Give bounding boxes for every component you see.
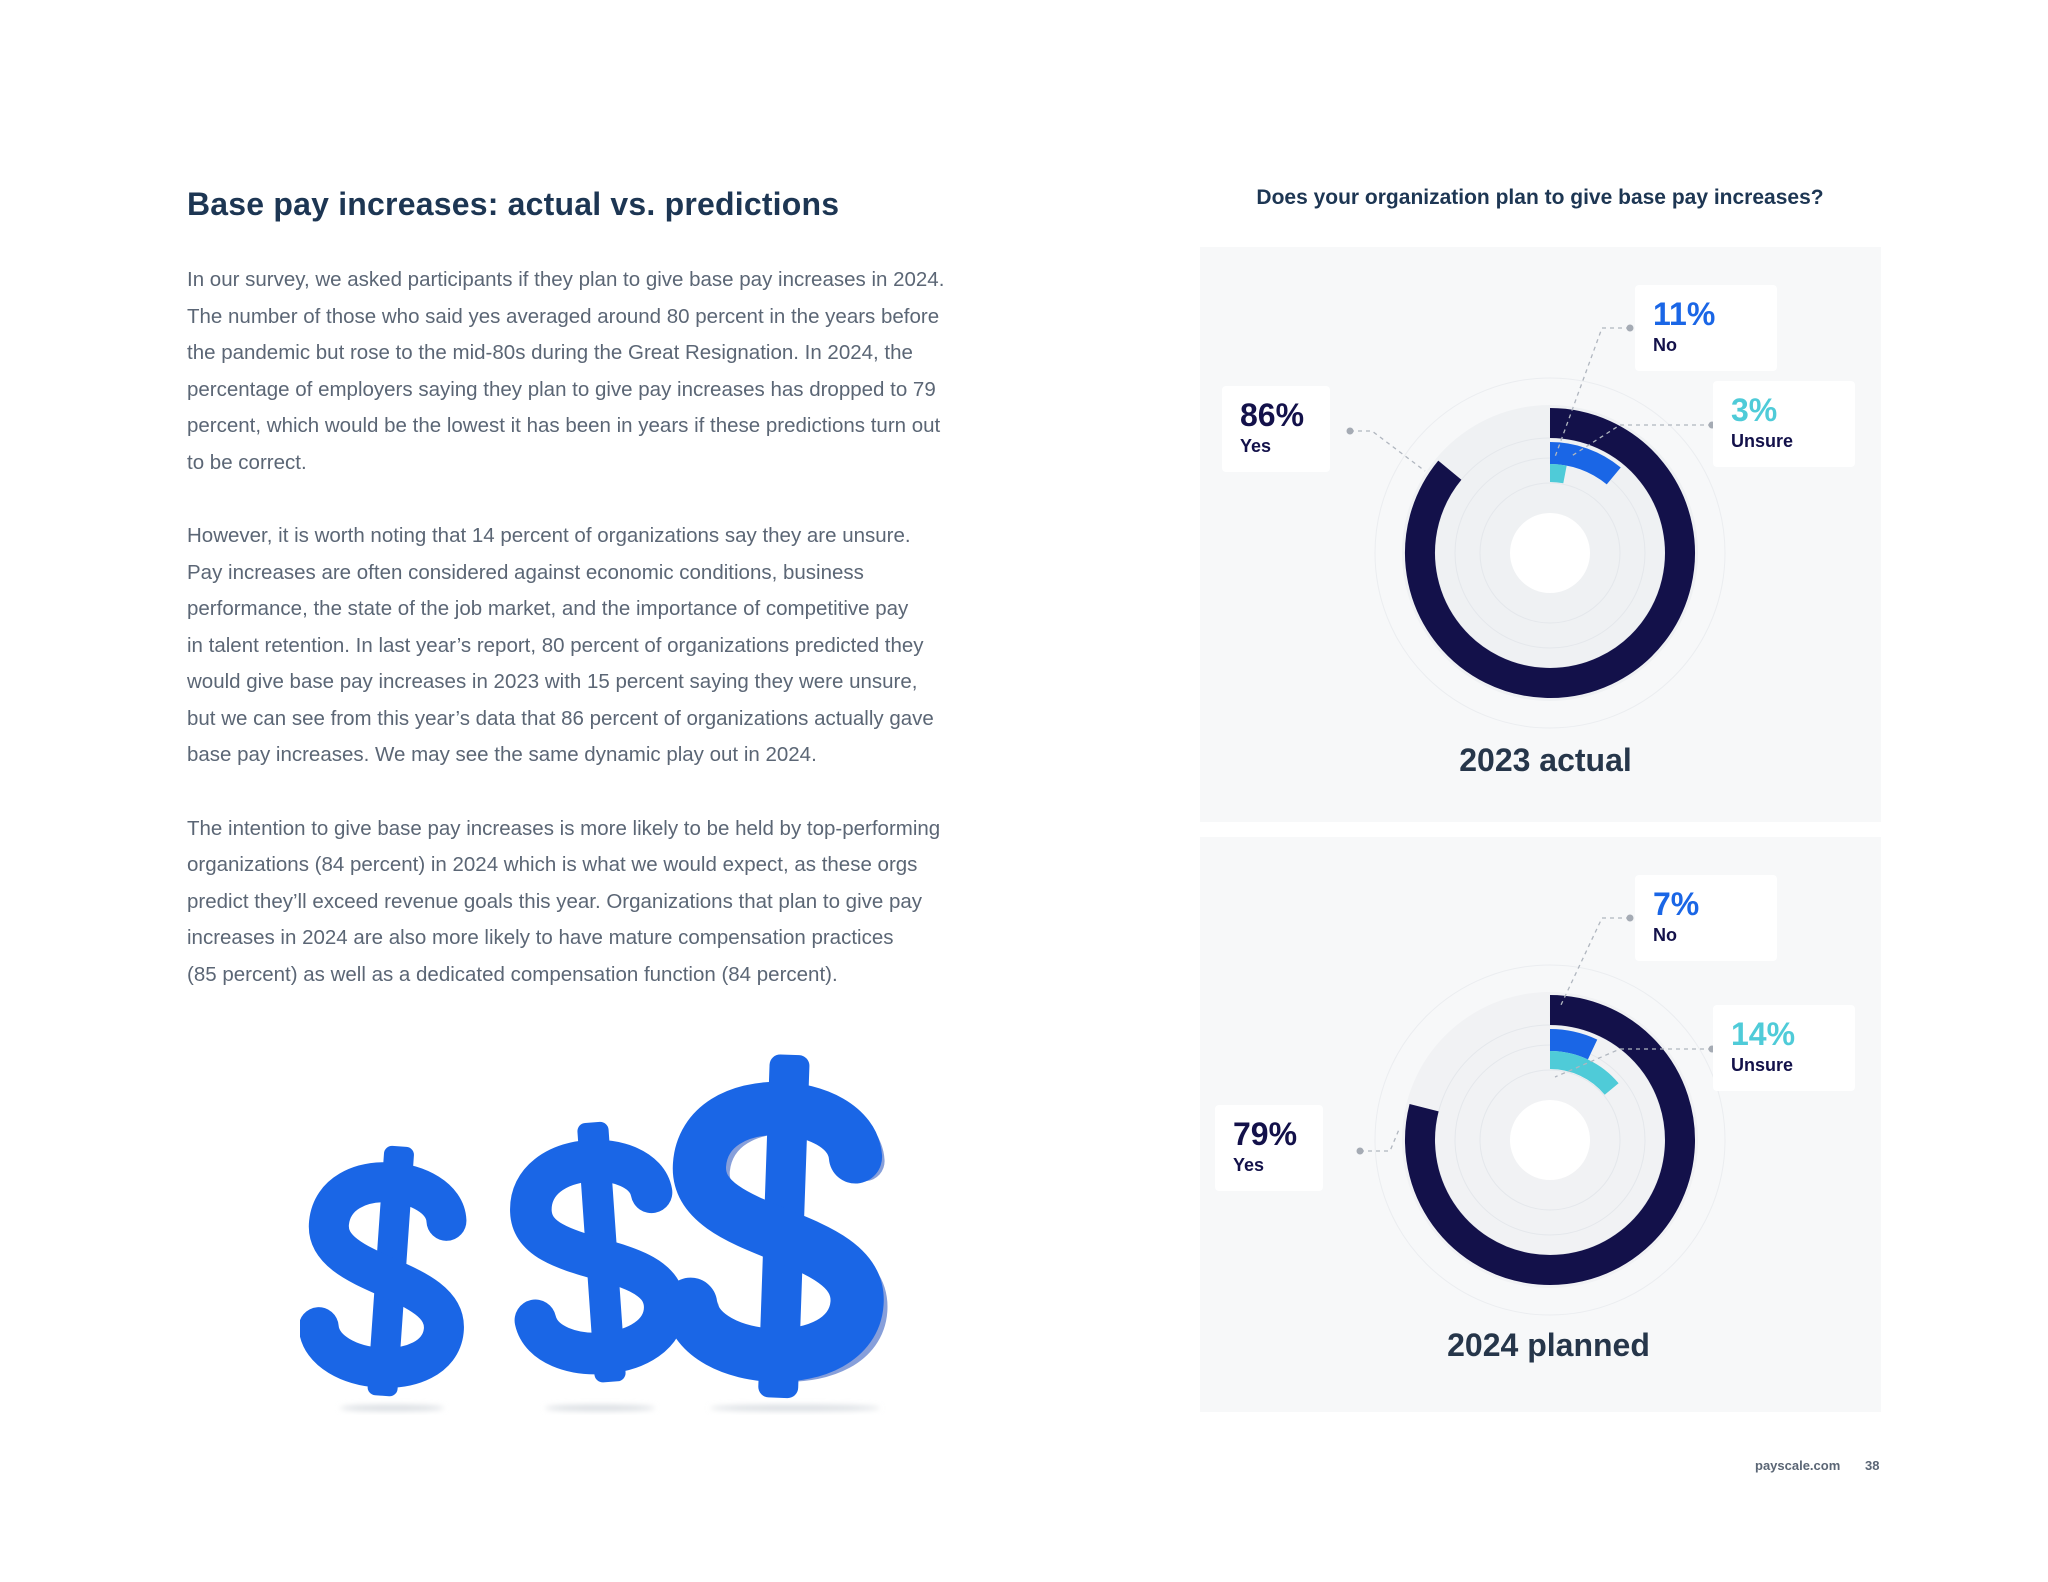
text-line: The number of those who said yes average… [187, 304, 940, 328]
paragraph: In our survey, we asked participants if … [187, 262, 1042, 481]
leader-lines [1350, 327, 1712, 472]
text-line: However, it is worth noting that 14 perc… [187, 524, 911, 547]
text-line: but we can see from this year’s data tha… [187, 706, 934, 730]
text-line: percentage of employers saying they plan… [187, 377, 936, 401]
chart-panel-2023: 86% Yes 11% No 3% Unsure 2023 actual [1200, 247, 1881, 822]
shadow-icon [340, 1405, 880, 1411]
text-line: predict they’ll exceed revenue goals thi… [187, 889, 923, 913]
callout-yes-label: Yes [1233, 1155, 1265, 1175]
callout-yes: 79% Yes [1215, 1105, 1323, 1191]
callout-yes-label: Yes [1240, 436, 1272, 456]
text-line: (85 percent) as well as a dedicated comp… [187, 962, 838, 986]
leader-lines [1360, 917, 1712, 1152]
page-title: Base pay increases: actual vs. predictio… [187, 186, 840, 222]
text-line: base pay increases. We may see the same … [187, 743, 817, 766]
text-line: percent, which would be the lowest it ha… [187, 414, 941, 437]
arc-no [1549, 1029, 1598, 1060]
paragraph: However, it is worth noting that 14 perc… [187, 518, 1042, 774]
callout-no-label: No [1653, 925, 1677, 945]
arc-yes [1405, 408, 1695, 698]
callout-unsure: 3% Unsure [1713, 381, 1855, 467]
callout-unsure-value: 14% [1731, 1016, 1796, 1052]
text-line: In our survey, we asked participants if … [187, 268, 945, 291]
callout-yes: 86% Yes [1222, 386, 1330, 472]
text-line: performance, the state of the job market… [187, 597, 909, 620]
body-text: In our survey, we asked participants if … [187, 262, 1042, 1030]
text-line: The intention to give base pay increases… [187, 816, 941, 840]
callout-unsure-value: 3% [1731, 392, 1778, 428]
callout-no-value: 7% [1653, 886, 1700, 922]
callout-no-value: 11% [1653, 296, 1716, 332]
text-line: organizations (84 percent) in 2024 which… [187, 853, 918, 876]
chart-title: 2024 planned [1447, 1327, 1650, 1363]
donut-arcs [1405, 995, 1695, 1285]
chart-question: Does your organization plan to give base… [1256, 186, 1824, 209]
callout-unsure-label: Unsure [1731, 1055, 1794, 1075]
donut-chart [1346, 324, 1726, 729]
callout-no: 7% No [1635, 875, 1777, 961]
arc-yes [1405, 995, 1695, 1285]
donut-chart [1356, 914, 1726, 1316]
text-line: the pandemic but rose to the mid-80s dur… [187, 341, 913, 364]
callout-unsure: 14% Unsure [1713, 1005, 1855, 1091]
chart-title: 2023 actual [1459, 742, 1632, 778]
text-line: Pay increases are often considered again… [187, 560, 864, 584]
arc-unsure [1549, 1051, 1619, 1095]
text-line: in talent retention. In last year’s repo… [187, 633, 924, 657]
arc-unsure [1549, 464, 1567, 484]
dollar-sign-icon [300, 1145, 467, 1397]
chart-background-rings [1374, 964, 1726, 1316]
callout-yes-value: 86% [1240, 397, 1305, 433]
text-line: increases in 2024 are also more likely t… [187, 926, 894, 949]
callout-no: 11% No [1635, 285, 1777, 371]
callout-no-label: No [1653, 335, 1677, 355]
dollar-signs-illustration [300, 1054, 888, 1411]
text-line: to be correct. [187, 450, 307, 474]
chart-background-rings [1374, 377, 1726, 729]
footer-site: payscale.com [1755, 1458, 1841, 1473]
callout-yes-value: 79% [1233, 1116, 1298, 1152]
chart-panel-2024: 79% Yes 7% No 14% Unsure 2024 planned [1200, 837, 1881, 1412]
dollar-sign-icon [664, 1054, 888, 1399]
paragraph: The intention to give base pay increases… [187, 811, 1042, 994]
text-line: would give base pay increases in 2023 wi… [187, 670, 918, 693]
dollar-sign-icon [510, 1121, 686, 1383]
page-number: 38 [1865, 1458, 1880, 1473]
callout-unsure-label: Unsure [1731, 431, 1794, 451]
